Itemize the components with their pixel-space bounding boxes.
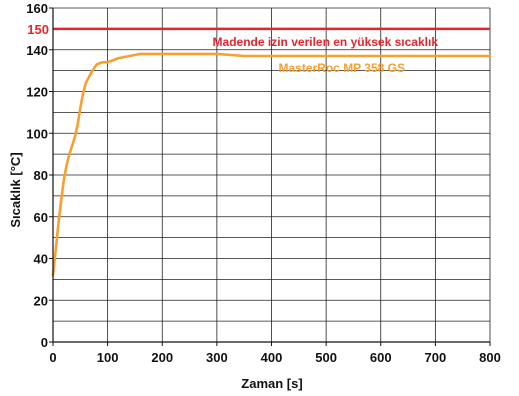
- axes: [49, 7, 491, 346]
- reference-line-group: 150 Madende izin verilen en yüksek sıcakl…: [27, 22, 490, 49]
- x-tick-label: 800: [479, 350, 501, 365]
- x-tick-label: 300: [206, 350, 228, 365]
- tick-labels: 0 20 40 60 80 100 120 140 160 0 100 200 300 400 500 600…: [26, 1, 501, 365]
- x-axis-title: Zaman [s]: [241, 376, 302, 391]
- y-axis-title: Sıcaklık [°C]: [8, 152, 23, 227]
- x-tick-label: 500: [315, 350, 337, 365]
- series-label: MasterRoc MP 358 GS: [279, 61, 406, 75]
- y-tick-label: 20: [34, 293, 48, 308]
- y-tick-label: 100: [26, 126, 48, 141]
- y-tick-label: 80: [34, 168, 48, 183]
- x-tick-label: 100: [97, 350, 119, 365]
- grid-lines: [53, 7, 491, 342]
- reference-tick-label: 150: [27, 22, 49, 37]
- x-tick-label: 400: [261, 350, 283, 365]
- y-tick-label: 40: [34, 252, 48, 267]
- y-tick-label: 60: [34, 210, 48, 225]
- x-tick-label: 0: [49, 350, 56, 365]
- x-tick-label: 600: [370, 350, 392, 365]
- series-group: MasterRoc MP 358 GS: [51, 52, 492, 277]
- series-line: [51, 52, 492, 277]
- y-tick-label: 0: [41, 335, 48, 350]
- x-tick-label: 700: [425, 350, 447, 365]
- y-tick-label: 160: [26, 1, 48, 16]
- reference-line-label: Madende izin verilen en yüksek sıcaklık: [213, 35, 439, 49]
- y-tick-label: 140: [26, 43, 48, 58]
- y-tick-label: 120: [26, 85, 48, 100]
- x-tick-label: 200: [151, 350, 173, 365]
